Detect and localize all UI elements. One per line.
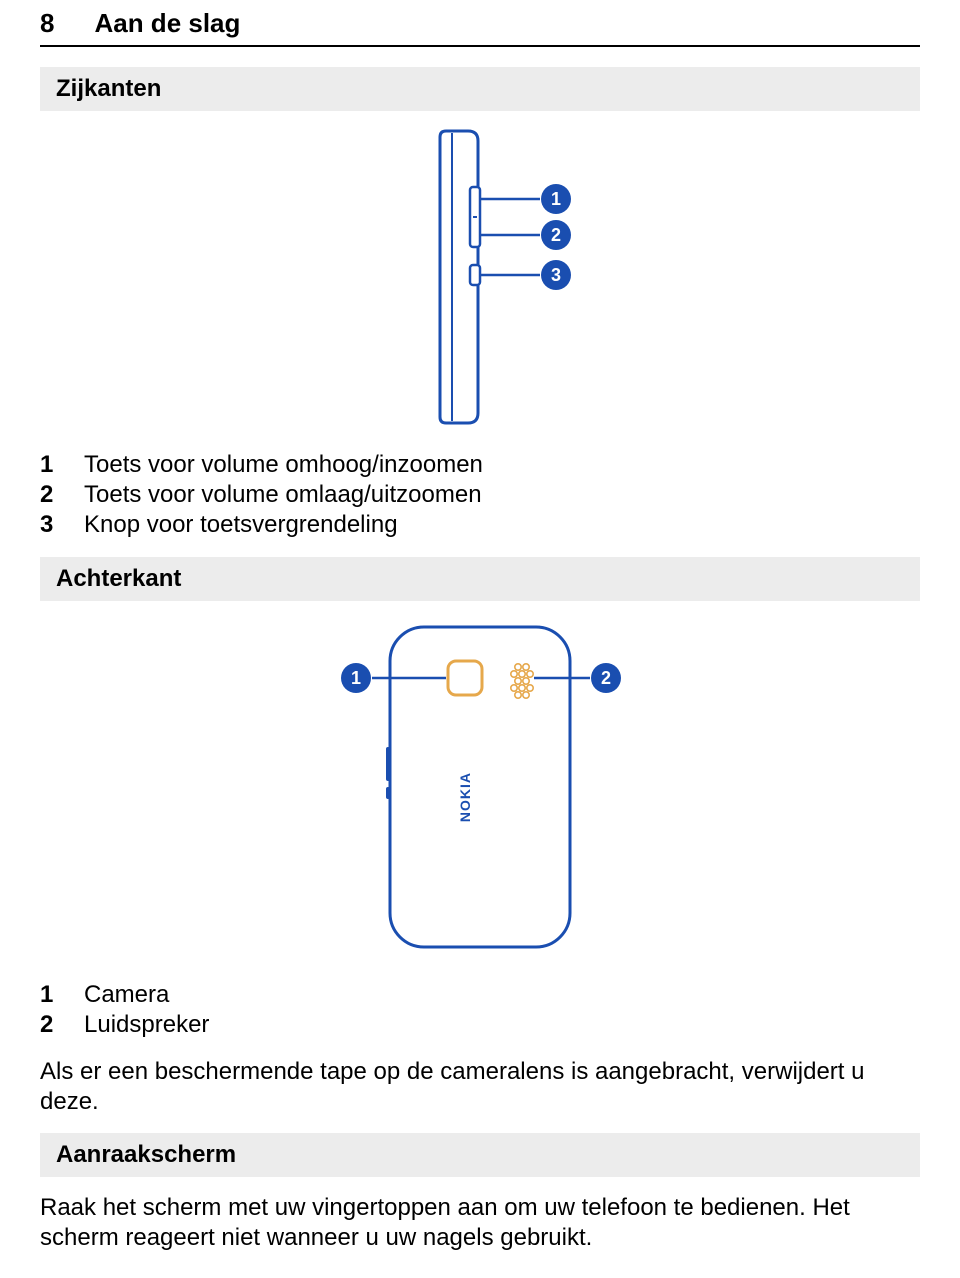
legend-num: 1: [40, 981, 84, 1009]
svg-text:2: 2: [601, 668, 611, 688]
page-number: 8: [40, 8, 54, 39]
legend-num: 2: [40, 481, 84, 509]
svg-text:NOKIA: NOKIA: [457, 772, 473, 822]
legend-row: 3 Knop voor toetsvergrendeling: [40, 511, 920, 539]
svg-text:1: 1: [351, 668, 361, 688]
legend-text: Toets voor volume omhoog/inzoomen: [84, 451, 483, 479]
legend-num: 2: [40, 1011, 84, 1039]
diagram-achterkant: NOKIA 1 2: [0, 617, 960, 957]
section-heading-zijkanten: Zijkanten: [40, 67, 920, 111]
svg-text:1: 1: [551, 189, 561, 209]
legend-text: Camera: [84, 981, 169, 1009]
page-title: Aan de slag: [94, 8, 240, 39]
legend-zijkanten: 1 Toets voor volume omhoog/inzoomen 2 To…: [40, 451, 920, 539]
page-header: 8 Aan de slag: [40, 0, 920, 47]
legend-row: 2 Luidspreker: [40, 1011, 920, 1039]
section-heading-achterkant: Achterkant: [40, 557, 920, 601]
legend-row: 1 Toets voor volume omhoog/inzoomen: [40, 451, 920, 479]
legend-row: 2 Toets voor volume omlaag/uitzoomen: [40, 481, 920, 509]
note-achterkant: Als er een beschermende tape op de camer…: [40, 1057, 920, 1117]
legend-text: Toets voor volume omlaag/uitzoomen: [84, 481, 482, 509]
legend-row: 1 Camera: [40, 981, 920, 1009]
svg-text:3: 3: [551, 265, 561, 285]
section-heading-aanraakscherm: Aanraakscherm: [40, 1133, 920, 1177]
legend-text: Luidspreker: [84, 1011, 209, 1039]
legend-num: 3: [40, 511, 84, 539]
text-aanraakscherm: Raak het scherm met uw vingertoppen aan …: [40, 1193, 920, 1253]
diagram-zijkanten: 1 2 3: [0, 127, 960, 427]
legend-achterkant: 1 Camera 2 Luidspreker: [40, 981, 920, 1039]
legend-text: Knop voor toetsvergrendeling: [84, 511, 398, 539]
svg-text:2: 2: [551, 225, 561, 245]
legend-num: 1: [40, 451, 84, 479]
